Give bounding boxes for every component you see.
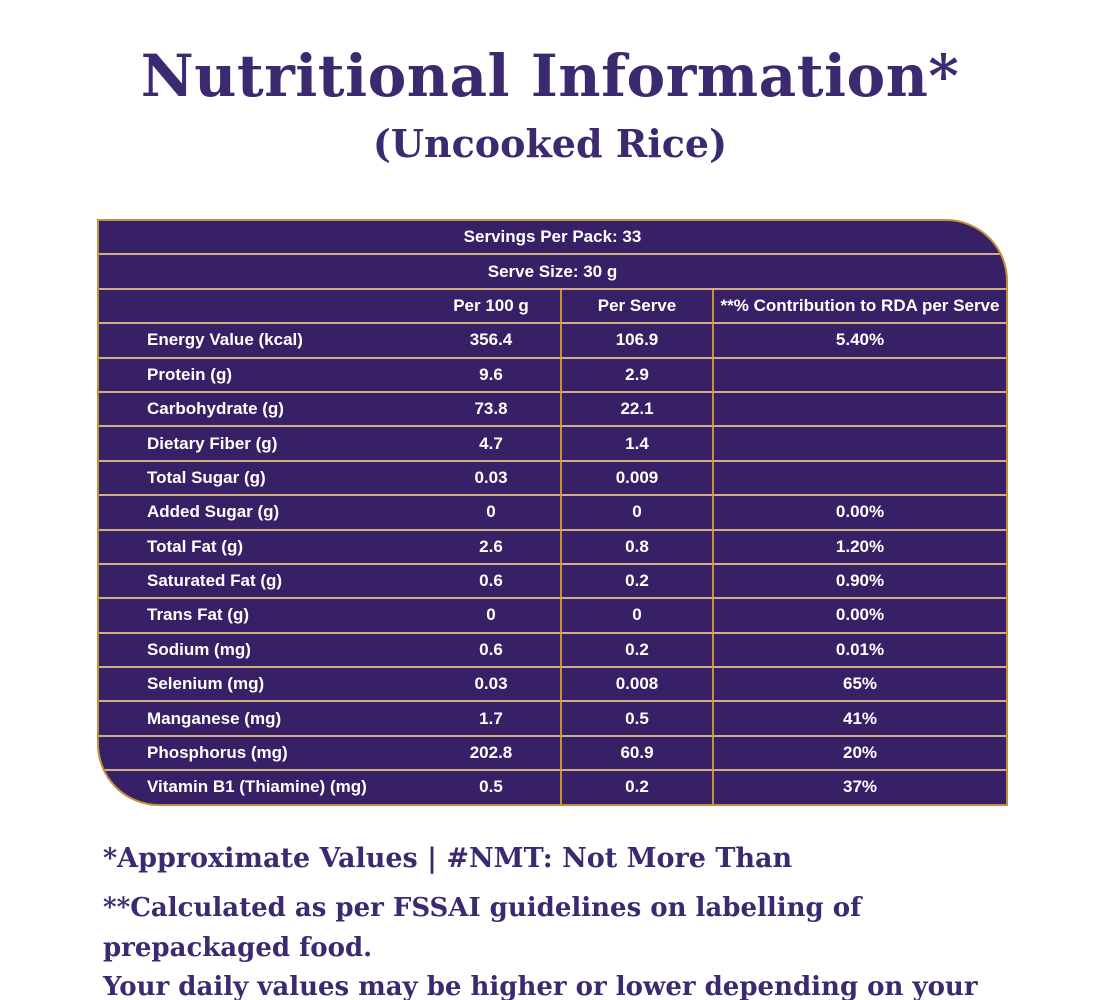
nutrient-row: Saturated Fat (g) 0.6 0.2 0.90% [99, 564, 1006, 600]
rda-value [714, 393, 1006, 428]
nutrient-label: Protein (g) [99, 359, 422, 393]
per-100g-value: 4.7 [422, 427, 562, 462]
nutrient-label: Dietary Fiber (g) [99, 427, 422, 462]
per-100g-value: 0.5 [422, 771, 562, 804]
per-serve-value: 0.2 [562, 771, 714, 804]
rda-value: 0.90% [714, 565, 1006, 600]
rda-value: 0.01% [714, 634, 1006, 669]
per-serve-value: 0.009 [562, 461, 714, 497]
column-header-empty [99, 290, 422, 325]
nutrient-label: Saturated Fat (g) [99, 565, 422, 600]
nutrient-label: Carbohydrate (g) [99, 393, 422, 428]
per-100g-value: 9.6 [422, 358, 562, 393]
rda-value [714, 462, 1006, 497]
per-serve-value: 0.5 [562, 702, 714, 737]
per-100g-value: 356.4 [422, 324, 562, 359]
page-title: Nutritional Information* [140, 42, 960, 110]
per-100g-value: 202.8 [422, 736, 562, 772]
per-100g-value: 0 [422, 599, 562, 634]
footnote-fssai-line-2: Your daily values may be higher or lower… [103, 972, 978, 1000]
per-serve-value: 0.2 [562, 564, 714, 600]
nutrition-table: Servings Per Pack: 33 Serve Size: 30 g P… [99, 221, 1006, 804]
per-100g-value: 0 [422, 496, 562, 531]
nutrient-row: Total Sugar (g) 0.03 0.009 [99, 461, 1006, 497]
nutrient-row: Phosphorus (mg) 202.8 60.9 20% [99, 736, 1006, 772]
rda-value: 5.40% [714, 324, 1006, 359]
nutrient-label: Trans Fat (g) [99, 599, 422, 634]
nutrient-row: Vitamin B1 (Thiamine) (mg) 0.5 0.2 37% [99, 771, 1006, 804]
nutrient-row: Added Sugar (g) 0 0 0.00% [99, 496, 1006, 531]
rda-value: 37% [842, 777, 878, 797]
nutrient-row: Energy Value (kcal) 356.4 106.9 5.40% [99, 324, 1006, 359]
per-serve-value: 60.9 [562, 736, 714, 772]
per-100g-value: 1.7 [422, 702, 562, 737]
nutrient-label: Energy Value (kcal) [99, 324, 422, 359]
footnote-approximate-values: *Approximate Values | #NMT: Not More Tha… [103, 843, 793, 874]
footnotes: *Approximate Values | #NMT: Not More Tha… [103, 843, 1053, 1000]
nutrient-row: Selenium (mg) 0.03 0.008 65% [99, 668, 1006, 703]
rda-value [714, 359, 1006, 393]
column-header-per-serve: Per Serve [562, 289, 714, 325]
nutrient-row: Manganese (mg) 1.7 0.5 41% [99, 702, 1006, 737]
rda-value [714, 427, 1006, 462]
per-serve-value: 0 [562, 599, 714, 634]
per-serve-value: 1.4 [562, 427, 714, 462]
rda-value: 0.00% [714, 496, 1006, 531]
per-100g-value: 0.03 [422, 668, 562, 703]
nutrient-row: Protein (g) 9.6 2.9 [99, 358, 1006, 393]
servings-per-pack-text: Servings Per Pack: 33 [99, 221, 1006, 256]
per-100g-value: 0.6 [422, 633, 562, 669]
nutrient-label: Total Sugar (g) [99, 462, 422, 497]
per-serve-value: 0 [562, 496, 714, 531]
per-serve-value: 0.8 [562, 530, 714, 565]
rda-value: 20% [714, 737, 1006, 772]
per-100g-value: 0.03 [422, 461, 562, 497]
nutrient-label: Sodium (mg) [99, 634, 422, 669]
per-serve-value: 22.1 [562, 392, 714, 428]
rda-value: 0.00% [714, 599, 1006, 634]
nutrient-row: Dietary Fiber (g) 4.7 1.4 [99, 427, 1006, 462]
per-100g-value: 2.6 [422, 530, 562, 565]
nutrient-row: Trans Fat (g) 0 0 0.00% [99, 599, 1006, 634]
rda-value: 65% [714, 668, 1006, 703]
nutrient-row: Total Fat (g) 2.6 0.8 1.20% [99, 530, 1006, 565]
column-header-rda: **% Contribution to RDA per Serve [714, 290, 1006, 325]
serve-size-text: Serve Size: 30 g [99, 255, 1006, 290]
nutrient-row: Sodium (mg) 0.6 0.2 0.01% [99, 633, 1006, 669]
column-header-per-100g: Per 100 g [422, 289, 562, 325]
per-100g-value: 73.8 [422, 392, 562, 428]
footnote-fssai: **Calculated as per FSSAI guidelines on … [103, 889, 1053, 1000]
nutrition-table-card: Servings Per Pack: 33 Serve Size: 30 g P… [97, 219, 1008, 806]
nutrient-label: Total Fat (g) [99, 531, 422, 565]
nutrient-label: Manganese (mg) [99, 702, 422, 737]
column-header-row: Per 100 g Per Serve **% Contribution to … [99, 289, 1006, 325]
nutrient-row: Carbohydrate (g) 73.8 22.1 [99, 392, 1006, 428]
per-serve-value: 0.2 [562, 633, 714, 669]
nutrient-label: Added Sugar (g) [99, 496, 422, 531]
nutrient-label: Vitamin B1 (Thiamine) (mg) [147, 777, 367, 797]
page-subtitle: (Uncooked Rice) [372, 120, 728, 166]
per-serve-value: 0.008 [562, 668, 714, 703]
per-serve-value: 2.9 [562, 358, 714, 393]
rda-value: 41% [714, 702, 1006, 737]
nutrient-label: Selenium (mg) [99, 668, 422, 703]
nutrient-label: Phosphorus (mg) [99, 737, 422, 772]
per-serve-value: 106.9 [562, 324, 714, 359]
rda-value: 1.20% [714, 531, 1006, 565]
servings-per-pack-row: Servings Per Pack: 33 [99, 221, 1006, 256]
footnote-fssai-line-1: **Calculated as per FSSAI guidelines on … [103, 893, 862, 963]
per-100g-value: 0.6 [422, 564, 562, 600]
serve-size-row: Serve Size: 30 g [99, 255, 1006, 290]
